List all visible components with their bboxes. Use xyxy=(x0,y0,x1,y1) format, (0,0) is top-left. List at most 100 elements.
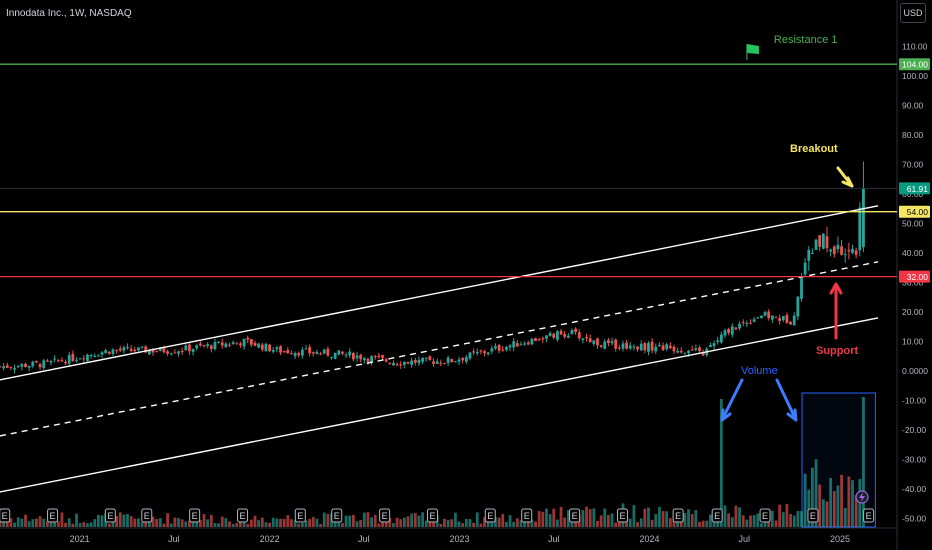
candle-body xyxy=(67,355,71,364)
volume-bar xyxy=(5,518,9,527)
volume-bar xyxy=(319,523,322,527)
volume-bar xyxy=(140,521,144,527)
earnings-marker-label: E xyxy=(50,511,56,521)
volume-bar xyxy=(614,522,618,527)
candle-body xyxy=(392,362,395,366)
volume-bar xyxy=(854,495,858,527)
candle-body xyxy=(231,342,235,345)
candle-body xyxy=(246,337,250,340)
candle-body xyxy=(242,338,246,347)
candle-body xyxy=(479,350,483,352)
candle-body xyxy=(556,331,559,340)
candle-body xyxy=(599,345,603,347)
volume-bar xyxy=(93,519,97,527)
volume-bar xyxy=(308,519,312,527)
volume-bar xyxy=(698,521,701,527)
candle-body xyxy=(100,352,104,355)
candle-body xyxy=(767,311,771,319)
earnings-marker xyxy=(759,508,771,523)
candle-body xyxy=(643,343,647,351)
volume-bar xyxy=(705,520,709,527)
volume-bar xyxy=(792,515,796,527)
volume-bar xyxy=(690,513,694,527)
candle-body xyxy=(366,358,370,362)
volume-bar xyxy=(603,508,607,527)
candle-body xyxy=(351,352,355,360)
candle-body xyxy=(279,346,282,353)
candle-body xyxy=(472,351,476,353)
volume-bar xyxy=(760,523,763,527)
candle-body xyxy=(78,358,82,360)
candle-body xyxy=(86,354,89,361)
candle-body xyxy=(723,330,727,336)
candle-body xyxy=(679,350,683,353)
candle-body xyxy=(862,188,865,248)
candle-body xyxy=(818,235,822,247)
volume-bar xyxy=(107,523,111,527)
earnings-marker xyxy=(484,508,496,523)
candle-body xyxy=(71,353,75,361)
earnings-marker-label: E xyxy=(107,511,113,521)
volume-bar xyxy=(133,518,137,527)
volume-bar xyxy=(355,521,359,527)
lightning-glyph xyxy=(859,492,865,502)
volume-arrow-left xyxy=(720,378,744,422)
volume-bar xyxy=(461,523,465,527)
volume-bar xyxy=(395,517,399,527)
candle-body xyxy=(570,329,574,335)
x-tick-label: 2024 xyxy=(640,534,660,544)
candle-body xyxy=(89,355,93,357)
candle-body xyxy=(752,319,756,322)
earnings-marker-label: E xyxy=(297,511,303,521)
currency-button[interactable]: USD xyxy=(900,3,926,23)
x-tick-label: Jul xyxy=(358,534,370,544)
volume-bar xyxy=(730,517,734,527)
candle-body xyxy=(647,343,650,352)
x-tick-label: Jul xyxy=(168,534,180,544)
volume-bar xyxy=(668,518,672,527)
candle-body xyxy=(832,246,836,255)
candle-body xyxy=(275,347,279,350)
candle-body xyxy=(16,365,20,367)
candle-body xyxy=(694,348,698,351)
volume-bar xyxy=(647,507,650,527)
volume-bar xyxy=(271,517,275,527)
volume-bar xyxy=(683,513,687,527)
volume-bar xyxy=(366,512,370,527)
candle-body xyxy=(326,348,330,356)
volume-bar xyxy=(665,511,669,527)
earnings-marker xyxy=(47,508,59,523)
volume-bar xyxy=(654,514,658,527)
candle-body xyxy=(184,345,188,351)
volume-bar xyxy=(377,523,381,527)
volume-bar xyxy=(851,480,854,527)
volume-label: Volume xyxy=(741,365,778,377)
candle-body xyxy=(202,345,206,347)
earnings-marker xyxy=(807,508,819,523)
earnings-marker-label: E xyxy=(524,511,530,521)
volume-bar xyxy=(293,520,297,527)
volume-bar xyxy=(231,523,235,527)
y-tick-label: 10.00 xyxy=(902,337,924,347)
volume-bar xyxy=(16,517,20,527)
candle-body xyxy=(661,345,665,351)
candle-body xyxy=(530,338,534,345)
volume-bar xyxy=(483,517,486,527)
candle-body xyxy=(9,367,13,369)
candle-body xyxy=(774,316,778,318)
earnings-marker xyxy=(141,508,153,523)
y-tick-label: -20.00 xyxy=(902,425,926,435)
volume-bar xyxy=(446,519,450,527)
candle-body xyxy=(177,351,180,354)
volume-bar xyxy=(217,523,220,527)
volume-bar xyxy=(118,512,122,527)
candle-body xyxy=(727,329,731,333)
volume-bar xyxy=(158,518,162,527)
flag-icon xyxy=(746,44,759,54)
volume-bar xyxy=(188,520,191,527)
resistance-label: Resistance 1 xyxy=(774,34,838,46)
candle-body xyxy=(56,360,60,362)
earnings-marker xyxy=(616,508,628,523)
volume-bar xyxy=(122,514,126,527)
